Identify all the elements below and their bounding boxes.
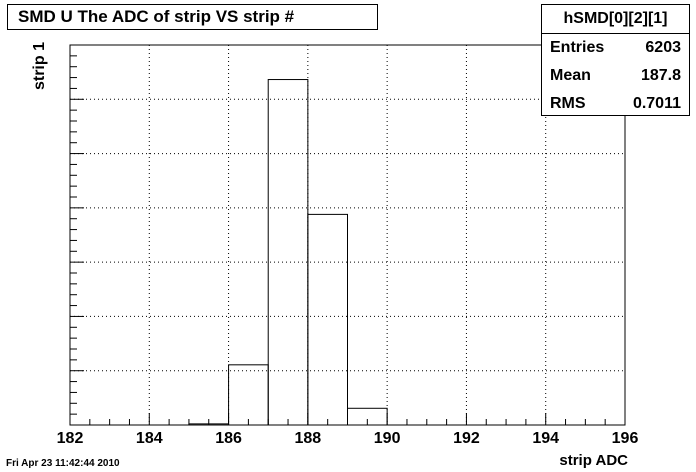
histogram-bin — [228, 364, 269, 426]
x-tick-label: 190 — [374, 430, 401, 447]
histogram-bars — [188, 79, 388, 426]
stats-key: Mean — [550, 67, 591, 84]
x-tick-label: 182 — [57, 430, 84, 447]
stats-key: RMS — [550, 95, 586, 112]
stats-value: 187.8 — [640, 67, 681, 84]
stats-value: 6203 — [645, 39, 681, 56]
x-tick-label: 188 — [295, 430, 322, 447]
stats-row-entries: Entries 6203 — [542, 34, 689, 62]
stats-row-rms: RMS 0.7011 — [542, 90, 689, 118]
histogram-bin — [307, 213, 349, 426]
x-axis-label: strip ADC — [559, 452, 628, 469]
chart-title: SMD U The ADC of strip VS strip # — [7, 4, 378, 30]
x-tick-label: 194 — [532, 430, 559, 447]
stats-box: hSMD[0][2][1] Entries 6203 Mean 187.8 RM… — [541, 4, 690, 116]
stats-histogram-name: hSMD[0][2][1] — [542, 5, 689, 34]
x-tick-label: 186 — [215, 430, 242, 447]
x-tick-label: 184 — [136, 430, 163, 447]
x-tick-label: 192 — [453, 430, 480, 447]
histogram-bin — [267, 79, 309, 426]
stats-row-mean: Mean 187.8 — [542, 62, 689, 90]
date-stamp: Fri Apr 23 11:42:44 2010 — [6, 458, 120, 469]
x-axis-tick-labels: 182 184 186 188 190 192 194 196 — [57, 430, 639, 447]
axis-ticks — [69, 44, 626, 426]
stats-key: Entries — [550, 39, 605, 56]
x-tick-label: 196 — [612, 430, 639, 447]
stats-value: 0.7011 — [632, 95, 681, 112]
y-axis-label: strip 1 — [31, 42, 48, 91]
